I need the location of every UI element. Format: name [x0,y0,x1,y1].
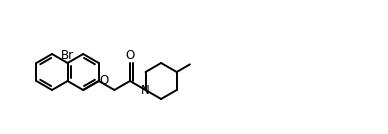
Text: O: O [100,75,109,88]
Text: Br: Br [61,49,74,62]
Text: O: O [125,49,135,62]
Text: N: N [141,83,150,96]
